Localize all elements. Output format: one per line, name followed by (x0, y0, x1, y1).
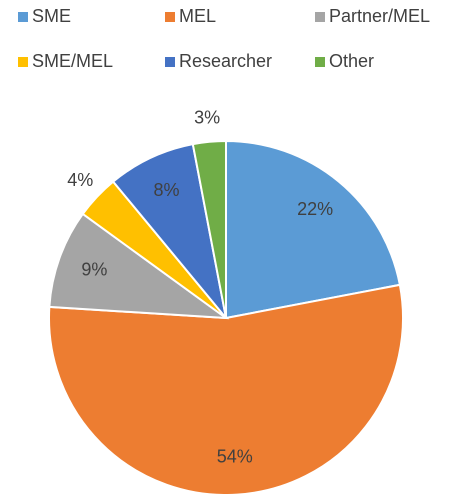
legend-label: Partner/MEL (329, 6, 430, 26)
data-label: 22% (297, 199, 333, 219)
data-label: 54% (217, 446, 253, 466)
pie-slice (111, 142, 227, 319)
legend-label: SME (32, 6, 71, 26)
pie-slice (48, 212, 230, 320)
legend-swatch (18, 12, 28, 22)
legend-swatch (18, 57, 28, 67)
legend-swatch (165, 12, 175, 22)
legend-label: SME/MEL (32, 51, 113, 71)
pie-slice (191, 139, 227, 319)
legend-swatch (315, 12, 325, 22)
legend-label: Researcher (179, 51, 272, 71)
legend-label: Other (329, 51, 374, 71)
pie-slice (48, 283, 404, 494)
data-label: 4% (67, 170, 93, 190)
data-label: 9% (81, 259, 107, 279)
data-label: 8% (153, 180, 179, 200)
legend-label: MEL (179, 6, 216, 26)
legend-swatch (165, 57, 175, 67)
pie-slice (225, 139, 402, 320)
legend-swatch (315, 57, 325, 67)
data-label: 3% (194, 108, 220, 128)
